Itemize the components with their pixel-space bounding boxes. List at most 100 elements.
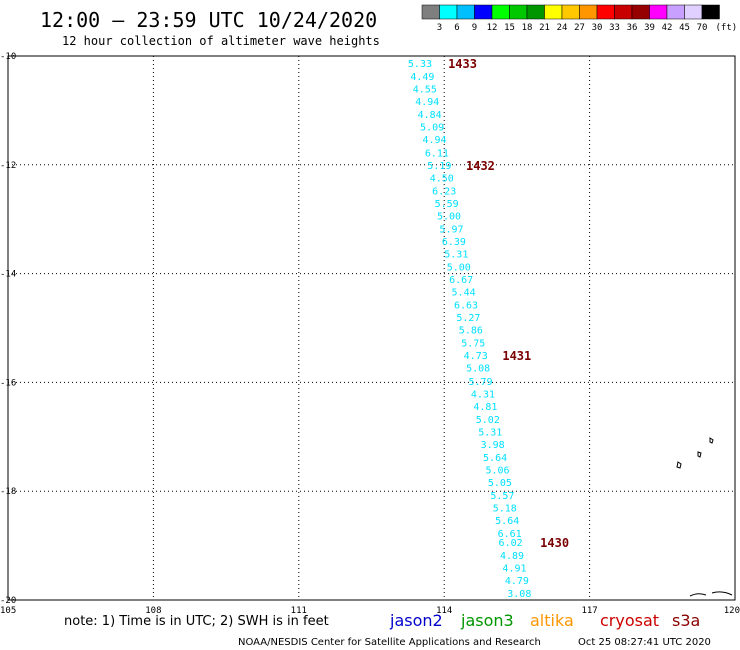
swh-value: 4.84 <box>418 110 442 121</box>
map-frame <box>7 55 736 601</box>
swh-value: 5.33 <box>408 59 432 70</box>
lat-lon-grid <box>8 56 735 600</box>
scale-label: 36 <box>627 23 638 33</box>
swh-value: 4.94 <box>415 97 439 108</box>
map-title: 12:00 – 23:59 UTC 10/24/2020 <box>40 8 377 32</box>
swh-value: 6.11 <box>425 148 449 159</box>
satellite-cryosat: cryosat <box>600 611 659 630</box>
swh-value: 4.73 <box>464 351 488 362</box>
swh-value: 4.81 <box>473 402 497 413</box>
scale-label: 15 <box>504 23 515 33</box>
scale-swatch <box>701 4 720 20</box>
swh-value: 6.23 <box>432 186 456 197</box>
island-shape <box>697 451 702 458</box>
swh-value: 5.02 <box>476 415 500 426</box>
scale-swatch <box>614 4 633 20</box>
swh-value: 5.75 <box>461 339 485 350</box>
swh-value: 5.06 <box>485 465 509 476</box>
lon-tick-label: 120 <box>724 606 740 616</box>
scale-swatch <box>474 4 493 20</box>
lon-tick-label: 108 <box>145 606 161 616</box>
satellite-legend: jason2 jason3 altika cryosat s3a <box>389 611 700 630</box>
swh-value: 5.64 <box>483 453 507 464</box>
coastline-shape <box>689 593 707 597</box>
scale-swatch <box>596 4 615 20</box>
swh-value: 4.91 <box>502 563 526 574</box>
pass-time-labels: 1433 1432 1431 1430 <box>448 57 569 550</box>
swh-value: 5.59 <box>435 199 459 210</box>
lat-tick-label: -20 <box>0 596 16 606</box>
axis-ticks: 105 108 111 114 117 120 -10 -12 -14 -16 -18 -20 <box>0 52 740 616</box>
scale-label: 21 <box>539 23 550 33</box>
satellite-jason2: jason2 <box>389 611 443 630</box>
swh-value: 4.94 <box>422 135 446 146</box>
swh-value: 4.89 <box>500 551 524 562</box>
lat-tick-label: -10 <box>0 52 16 62</box>
scale-label: 39 <box>644 23 655 33</box>
scale-label: 70 <box>697 23 708 33</box>
swh-value: 4.79 <box>505 576 529 587</box>
scale-label: 6 <box>454 23 459 33</box>
pass-time: 1432 <box>466 159 495 173</box>
swh-value: 5.00 <box>447 263 471 274</box>
scale-swatch <box>544 4 563 20</box>
swh-value: 5.31 <box>478 427 502 438</box>
scale-label: 18 <box>522 23 533 33</box>
swh-value: 6.39 <box>442 237 466 248</box>
scale-label: 9 <box>472 23 477 33</box>
swh-value: 5.79 <box>469 377 493 388</box>
island-shape <box>709 437 714 444</box>
coastline-shape <box>711 591 733 596</box>
lon-tick-label: 105 <box>0 606 16 616</box>
swh-value: 5.18 <box>493 504 517 515</box>
scale-swatch <box>456 4 475 20</box>
satellite-jason3: jason3 <box>460 611 514 630</box>
swh-value: 3.08 <box>507 589 531 600</box>
scale-label: 24 <box>557 23 568 33</box>
swh-value: 4.50 <box>430 173 454 184</box>
scale-swatch <box>631 4 650 20</box>
scale-swatch <box>491 4 510 20</box>
scale-swatch <box>666 4 685 20</box>
swh-value: 4.55 <box>413 85 437 96</box>
satellite-altika: altika <box>530 611 574 630</box>
scale-label: 3 <box>437 23 442 33</box>
swh-value: 5.27 <box>456 313 480 324</box>
lat-tick-label: -18 <box>0 487 16 497</box>
swh-value: 3.98 <box>481 440 505 451</box>
swh-value: 5.00 <box>437 211 461 222</box>
scale-unit: (ft) <box>716 23 738 33</box>
swh-value: 5.57 <box>490 491 514 502</box>
scale-label: 27 <box>574 23 585 33</box>
altimeter-track: 5.334.494.554.944.845.094.946.115.194.50… <box>408 59 531 600</box>
footer-credit: NOAA/NESDIS Center for Satellite Applica… <box>238 637 541 648</box>
scale-swatch <box>649 4 668 20</box>
swh-value: 5.08 <box>466 364 490 375</box>
pass-time: 1433 <box>448 57 477 71</box>
lon-tick-label: 117 <box>581 606 597 616</box>
satellite-s3a: s3a <box>672 611 700 630</box>
scale-swatch <box>561 4 580 20</box>
lat-tick-label: -14 <box>0 270 16 280</box>
swh-value: 5.19 <box>427 161 451 172</box>
color-scale: 3 6 9 12 15 18 21 24 27 30 33 36 39 42 45 70 (ft) <box>421 4 738 33</box>
lon-tick-label: 114 <box>436 606 452 616</box>
swh-value: 5.05 <box>488 478 512 489</box>
island-shape <box>676 461 682 469</box>
swh-value: 5.44 <box>452 288 476 299</box>
scale-label: 33 <box>609 23 620 33</box>
swh-value: 5.64 <box>495 516 519 527</box>
scale-swatch <box>526 4 545 20</box>
scale-swatch <box>684 4 703 20</box>
swh-value: 5.31 <box>444 249 468 260</box>
scale-swatch <box>579 4 598 20</box>
lon-tick-label: 111 <box>291 606 307 616</box>
swh-value: 6.67 <box>449 275 473 286</box>
swh-value: 4.31 <box>471 389 495 400</box>
swh-value: 6.02 <box>499 538 523 549</box>
swh-value: 6.61 <box>498 529 522 540</box>
scale-label: 30 <box>592 23 603 33</box>
swh-value: 5.86 <box>459 326 483 337</box>
island-outlines <box>676 437 733 597</box>
